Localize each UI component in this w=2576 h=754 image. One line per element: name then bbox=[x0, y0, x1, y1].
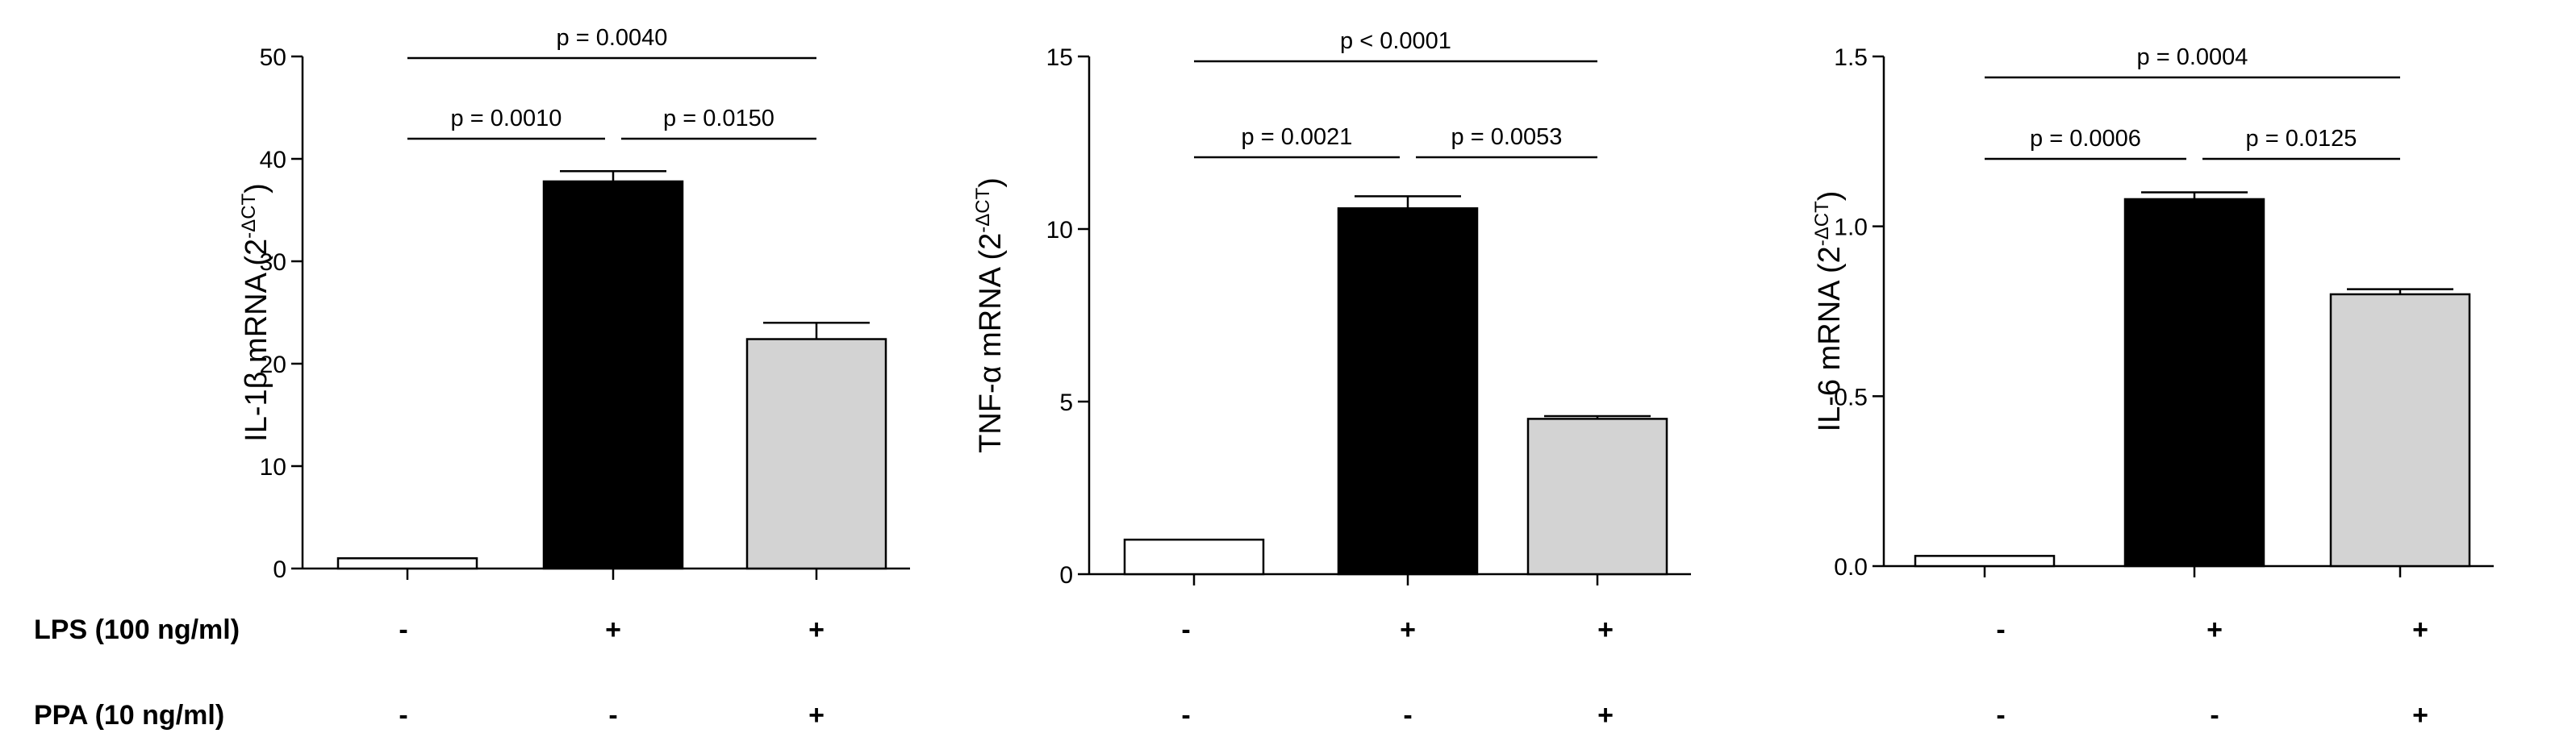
tnfa-condition-mark: - bbox=[1181, 614, 1190, 645]
il6-p-value-3: p = 0.0125 bbox=[2246, 126, 2357, 152]
il1b-y-tick-label: 10 bbox=[260, 454, 286, 481]
tnfa-panel: 0 5 10 15 p < 0.0001 p = 0.0021 p = 0.0053 TNF-… bbox=[972, 28, 1691, 731]
tnfa-bar-1 bbox=[1123, 538, 1265, 576]
il6-bar-1 bbox=[1914, 555, 2056, 568]
il1b-y-tick-label: 20 bbox=[260, 352, 286, 378]
il1b-p-value-3: p = 0.0150 bbox=[663, 106, 774, 131]
il6-condition-mark: + bbox=[2412, 700, 2428, 731]
il1b-bar-2 bbox=[542, 180, 684, 570]
il6-y-tick-label: 0.5 bbox=[1834, 384, 1868, 410]
tnfa-y-tick-label: 10 bbox=[1046, 217, 1073, 244]
il6-y-tick-label: 0.0 bbox=[1834, 554, 1868, 581]
il1b-y-tick-label: 0 bbox=[273, 556, 286, 583]
tnfa-y-tick-label: 0 bbox=[1059, 562, 1073, 589]
tnfa-p-value-1: p < 0.0001 bbox=[1340, 28, 1451, 54]
tnfa-p-value-3: p = 0.0053 bbox=[1451, 124, 1563, 150]
il1b-y-axis-title: IL-1β mRNA (2-ΔCT) bbox=[238, 183, 273, 442]
il1b-y-tick-label: 40 bbox=[260, 147, 286, 173]
il1b-bar-3 bbox=[745, 338, 887, 570]
tnfa-p-value-2: p = 0.0021 bbox=[1242, 124, 1353, 150]
il1b-y-tick-label: 50 bbox=[260, 44, 286, 71]
il1b-condition-mark: - bbox=[608, 700, 617, 731]
il1b-condition-mark: + bbox=[605, 614, 621, 645]
ppa-row-label: PPA (10 ng/ml) bbox=[34, 700, 224, 731]
il6-y-axis-title: IL-6 mRNA (2-ΔCT) bbox=[1811, 191, 1847, 432]
tnfa-condition-mark: + bbox=[1400, 614, 1416, 645]
il6-condition-mark: - bbox=[1996, 614, 2005, 645]
il1b-bar-1 bbox=[336, 557, 478, 570]
il6-condition-mark: + bbox=[2207, 614, 2223, 645]
il6-panel: 0.0 0.5 1.0 1.5 p = 0.0004 p = 0.0006 p = 0.01… bbox=[1811, 44, 2494, 731]
tnfa-condition-mark: - bbox=[1403, 700, 1412, 731]
tnfa-bar-2 bbox=[1337, 207, 1479, 576]
il1b-condition-mark: - bbox=[399, 700, 407, 731]
il6-bar-2 bbox=[2123, 198, 2265, 568]
il6-bar-3 bbox=[2329, 293, 2471, 568]
tnfa-condition-mark: - bbox=[1181, 700, 1190, 731]
il1b-condition-mark: + bbox=[808, 614, 825, 645]
il1b-y-tick-label: 30 bbox=[260, 249, 286, 276]
il6-p-value-2: p = 0.0006 bbox=[2030, 126, 2141, 152]
tnfa-y-tick-label: 5 bbox=[1059, 389, 1073, 416]
il6-condition-mark: + bbox=[2412, 614, 2428, 645]
il1b-p-value-1: p = 0.0040 bbox=[557, 25, 668, 51]
il6-y-tick-label: 1.5 bbox=[1834, 44, 1868, 71]
tnfa-condition-mark: + bbox=[1597, 700, 1614, 731]
lps-row-label: LPS (100 ng/ml) bbox=[34, 614, 240, 645]
il6-p-value-1: p = 0.0004 bbox=[2137, 44, 2248, 70]
il6-condition-mark: - bbox=[1996, 700, 2005, 731]
il1b-p-value-2: p = 0.0010 bbox=[451, 106, 562, 131]
il6-condition-mark: - bbox=[2210, 700, 2219, 731]
tnfa-y-tick-label: 15 bbox=[1046, 44, 1073, 71]
il1b-condition-mark: - bbox=[399, 614, 407, 645]
tnfa-y-axis-title: TNF-α mRNA (2-ΔCT) bbox=[972, 177, 1008, 453]
il1b-panel: 0 10 20 30 40 50 p = 0.0040 p = 0.0010 p = 0.015… bbox=[238, 25, 910, 731]
tnfa-condition-mark: + bbox=[1597, 614, 1614, 645]
il6-y-tick-label: 1.0 bbox=[1834, 215, 1868, 241]
tnfa-bar-3 bbox=[1526, 418, 1668, 576]
il1b-condition-mark: + bbox=[808, 700, 825, 731]
